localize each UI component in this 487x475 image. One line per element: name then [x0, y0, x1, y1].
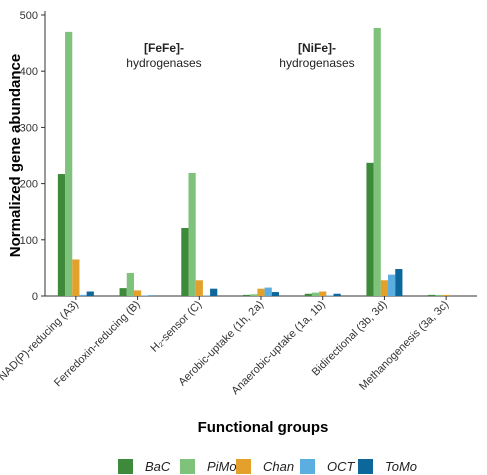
bar-tomo-2	[210, 288, 218, 296]
bar-pimo-5	[373, 27, 381, 297]
legend-swatch-bac	[118, 459, 133, 474]
bar-chan-6	[442, 294, 450, 296]
bar-tomo-3	[271, 292, 279, 296]
bar-bac-3	[243, 294, 251, 296]
bar-tomo-0	[86, 291, 94, 296]
bar-bac-2	[181, 228, 189, 296]
y-tick-label: 300	[20, 122, 38, 134]
bar-oct-5	[388, 274, 396, 296]
legend-label-bac: BaC	[145, 459, 171, 474]
legend-label-oct: OCT	[327, 459, 356, 474]
bar-chan-1	[133, 290, 142, 296]
legend-swatch-chan	[236, 459, 251, 474]
x-tick-label: H₂-sensor (C)	[148, 299, 204, 355]
bar-chan-3	[257, 288, 265, 296]
bar-bac-0	[57, 174, 66, 296]
bar-chan-0	[72, 259, 80, 296]
bar-tomo-1	[148, 295, 156, 296]
bar-oct-2	[202, 295, 211, 296]
bar-oct-1	[141, 295, 149, 296]
bar-oct-0	[79, 294, 87, 296]
x-axis-title: Functional groups	[198, 419, 329, 436]
bar-pimo-3	[250, 294, 258, 296]
bar-chan-2	[195, 280, 203, 296]
legend-swatch-oct	[300, 459, 315, 474]
bar-pimo-0	[65, 31, 73, 297]
bar-oct-4	[326, 295, 334, 296]
bar-bac-4	[304, 293, 312, 296]
legend-label-pimo: PiMo	[207, 459, 237, 474]
y-tick-label: 500	[20, 10, 38, 22]
bar-pimo-4	[311, 292, 320, 296]
y-axis-title: Normalized gene abundance	[7, 54, 24, 257]
annotation-heading: [FeFe]-	[144, 41, 184, 55]
annotation-heading: [NiFe]-	[298, 41, 336, 55]
bar-pimo-2	[188, 172, 196, 296]
bar-oct-3	[264, 287, 272, 296]
annotation-text: hydrogenases	[126, 56, 201, 70]
y-tick-label: 0	[32, 291, 38, 303]
bar-tomo-4	[333, 293, 341, 296]
bar-tomo-5	[395, 269, 403, 296]
bar-pimo-6	[435, 294, 443, 296]
legend-label-tomo: ToMo	[385, 459, 417, 474]
y-tick-label: 200	[20, 179, 38, 191]
y-tick-label: 400	[20, 66, 38, 78]
bar-chan-4	[319, 291, 327, 296]
legend-swatch-pimo	[180, 459, 195, 474]
bar-bac-6	[428, 294, 436, 296]
bar-pimo-1	[126, 272, 134, 296]
bar-bac-5	[366, 162, 374, 296]
annotation-text: hydrogenases	[279, 56, 354, 70]
bar-bac-1	[119, 288, 127, 296]
legend-label-chan: Chan	[263, 459, 294, 474]
bar-chan-5	[380, 280, 389, 296]
legend-swatch-tomo	[358, 459, 373, 474]
y-tick-label: 100	[20, 235, 38, 247]
